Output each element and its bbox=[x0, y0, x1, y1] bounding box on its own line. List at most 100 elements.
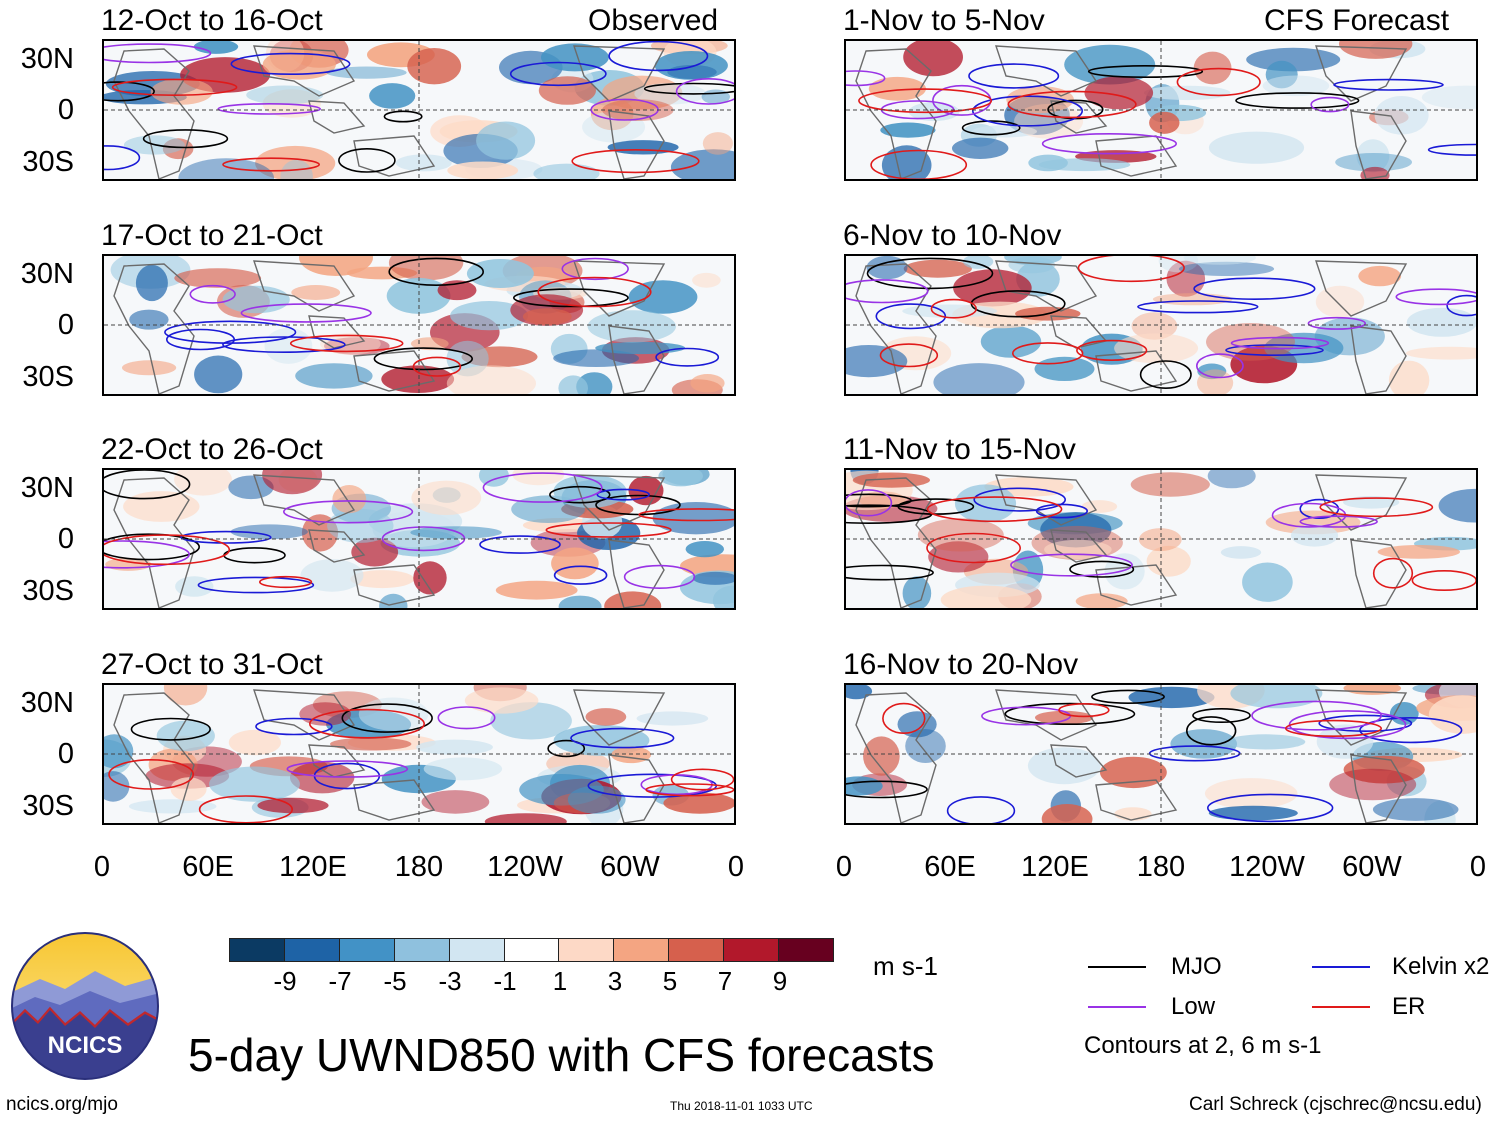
coastline bbox=[253, 260, 356, 312]
anomaly-shading bbox=[1220, 546, 1262, 559]
contour-kelvin bbox=[222, 336, 346, 353]
anomaly-shading bbox=[1428, 695, 1476, 734]
anomaly-shading bbox=[1146, 545, 1191, 577]
contour-low bbox=[1395, 288, 1476, 306]
coastline bbox=[1095, 564, 1178, 606]
coastline bbox=[1050, 744, 1108, 778]
legend-label-kelvin: Kelvin x2 bbox=[1392, 953, 1490, 980]
ncics-logo: NCICS bbox=[10, 931, 160, 1081]
contour-er bbox=[1372, 557, 1414, 589]
contour-er bbox=[1011, 342, 1084, 365]
colorbar-swatch bbox=[448, 938, 505, 962]
anomaly-shading bbox=[1406, 307, 1476, 337]
contour-kelvin bbox=[1225, 344, 1324, 356]
contour-kelvin bbox=[875, 303, 947, 330]
coastline bbox=[855, 692, 937, 823]
contour-er bbox=[545, 522, 672, 538]
colorbar-swatch bbox=[668, 938, 725, 962]
anomaly-shading bbox=[1208, 131, 1305, 164]
lat-label-30n: 30N bbox=[20, 472, 74, 504]
anomaly-shading bbox=[1104, 553, 1145, 590]
contour-er bbox=[222, 157, 321, 172]
anomaly-shading bbox=[522, 308, 572, 325]
lon-label: 0 bbox=[1469, 851, 1487, 883]
contour-mjo bbox=[1192, 707, 1251, 723]
anomaly-shading bbox=[1405, 346, 1476, 360]
anomaly-shading bbox=[1242, 562, 1293, 602]
lat-label-30n: 30N bbox=[20, 43, 74, 75]
colorbar-tick: -1 bbox=[493, 966, 517, 996]
coastline bbox=[1350, 539, 1407, 608]
contour-er bbox=[412, 356, 462, 377]
coastline bbox=[1350, 325, 1407, 394]
anomaly-shading bbox=[145, 763, 230, 789]
anomaly-shading bbox=[940, 585, 1032, 608]
contour-kelvin bbox=[104, 145, 141, 171]
anomaly-shading bbox=[933, 363, 1025, 394]
coastline bbox=[253, 689, 356, 741]
coastline bbox=[573, 689, 666, 746]
coastline bbox=[608, 754, 665, 823]
map-area bbox=[102, 39, 736, 181]
anomaly-shading bbox=[1438, 488, 1476, 523]
colorbar-swatch bbox=[558, 938, 615, 962]
anomaly-shading bbox=[553, 349, 639, 367]
contour-mjo bbox=[1069, 560, 1135, 578]
anomaly-shading bbox=[386, 277, 451, 314]
anomaly-shading bbox=[628, 475, 664, 506]
panel-title: 6-Nov to 10-Nov bbox=[843, 219, 1062, 252]
contour-er bbox=[638, 508, 734, 522]
contour-kelvin bbox=[255, 717, 333, 736]
anomaly-shading bbox=[636, 711, 709, 726]
contour-kelvin bbox=[165, 328, 236, 351]
contour-er bbox=[1007, 90, 1137, 119]
anomaly-shading bbox=[381, 365, 455, 393]
contour-er bbox=[645, 783, 734, 797]
contour-er bbox=[1319, 497, 1434, 518]
anomaly-shading bbox=[193, 41, 239, 54]
coastline bbox=[353, 779, 436, 821]
anomaly-shading bbox=[1204, 778, 1298, 809]
contour-er bbox=[926, 532, 1021, 564]
site-link[interactable]: ncics.org/mjo bbox=[6, 1094, 118, 1115]
lon-label: 0 bbox=[93, 851, 111, 883]
anomaly-shading bbox=[1114, 333, 1199, 364]
anomaly-shading bbox=[174, 470, 232, 496]
anomaly-shading bbox=[1131, 312, 1178, 340]
lat-label-30s: 30S bbox=[22, 146, 74, 178]
contour-kelvin bbox=[164, 320, 297, 344]
anomaly-shading bbox=[257, 797, 329, 814]
anomaly-shading bbox=[1064, 44, 1156, 85]
anomaly-shading bbox=[123, 491, 200, 522]
contour-kelvin bbox=[972, 95, 1084, 127]
anomaly-shading bbox=[852, 472, 930, 488]
coastline bbox=[608, 325, 665, 394]
anomaly-shading bbox=[881, 145, 932, 179]
contour-mjo bbox=[961, 120, 1021, 136]
coastline bbox=[113, 692, 195, 823]
contour-kelvin bbox=[1333, 78, 1444, 91]
contour-er bbox=[111, 78, 238, 96]
lon-label: 60E bbox=[182, 851, 234, 883]
colorbar-tick: -7 bbox=[328, 966, 352, 996]
anomaly-shading bbox=[262, 89, 321, 118]
contour-low bbox=[1310, 96, 1350, 113]
anomaly-shading bbox=[129, 309, 169, 330]
contour-kelvin bbox=[608, 41, 709, 72]
coastline bbox=[573, 45, 666, 102]
coastline bbox=[308, 315, 366, 349]
contour-mjo bbox=[338, 148, 396, 173]
anomaly-shading bbox=[558, 595, 602, 608]
lat-label-30s: 30S bbox=[22, 575, 74, 607]
contour-kelvin bbox=[479, 535, 561, 554]
forecast-label: CFS Forecast bbox=[1264, 4, 1450, 37]
anomaly-shading bbox=[897, 711, 937, 738]
anomaly-shading bbox=[1041, 804, 1093, 823]
anomaly-shading bbox=[587, 310, 676, 343]
contour-kelvin bbox=[1137, 300, 1259, 314]
anomaly-shading bbox=[1226, 734, 1306, 750]
coastline bbox=[995, 45, 1098, 97]
coastline bbox=[995, 474, 1098, 526]
figure-title: 5-day UWND850 with CFS forecasts bbox=[188, 1029, 935, 1081]
coastline bbox=[1095, 779, 1178, 821]
